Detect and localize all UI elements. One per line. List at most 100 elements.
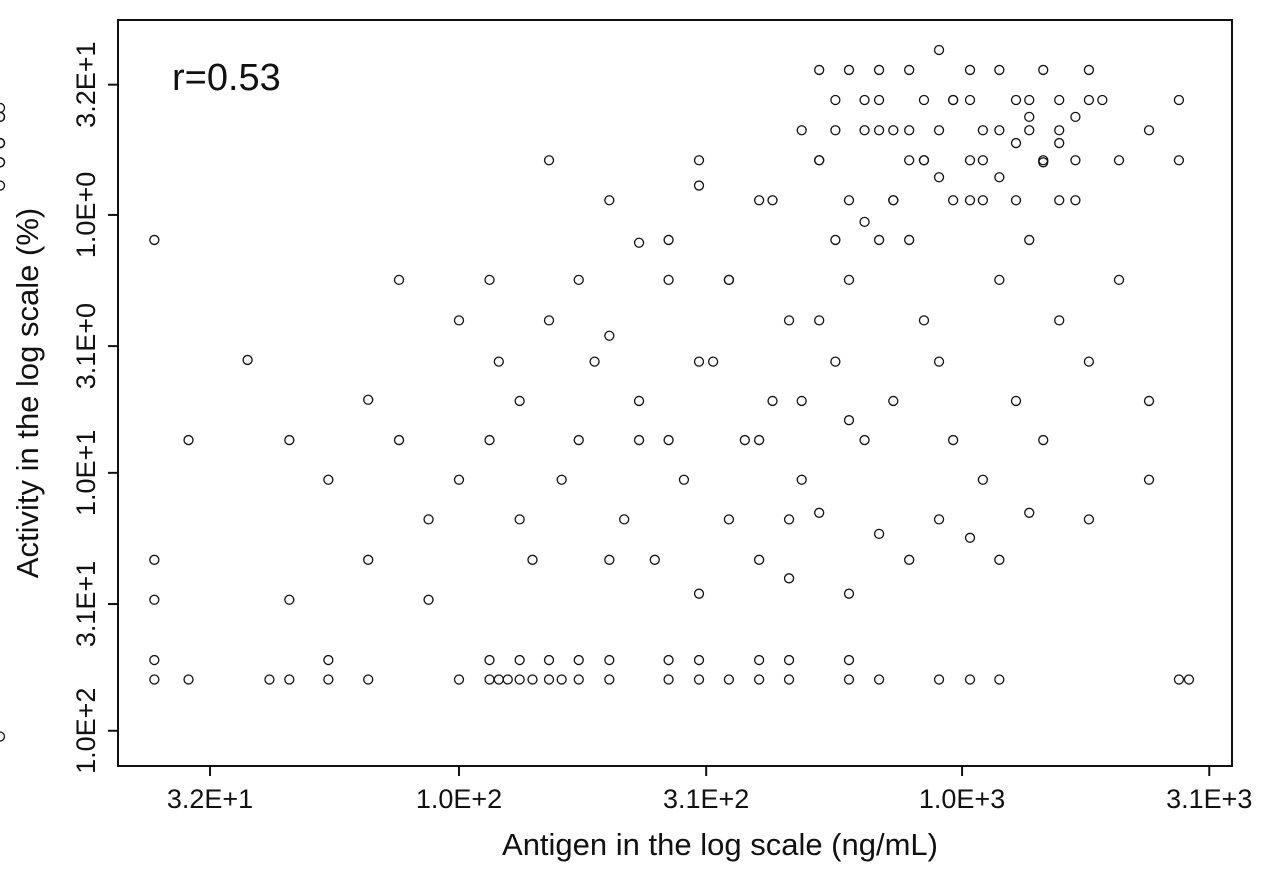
- point: [947, 94, 959, 106]
- point: [796, 395, 807, 407]
- point: [393, 274, 405, 286]
- point: [1083, 94, 1095, 106]
- y-axis-label: Activity in the log scale (%): [10, 208, 45, 578]
- point: [814, 64, 825, 76]
- point: [933, 172, 945, 183]
- point: [1054, 137, 1065, 149]
- point: [947, 434, 959, 446]
- point: [183, 434, 194, 446]
- point: [514, 395, 525, 407]
- point: [873, 64, 885, 76]
- point: [1173, 674, 1185, 685]
- point: [1054, 315, 1065, 326]
- point: [843, 415, 855, 426]
- point: [149, 554, 160, 565]
- point: [1010, 94, 1022, 106]
- point: [323, 674, 334, 685]
- point: [739, 434, 750, 446]
- y-tick-label: 1.0E+1: [71, 430, 101, 516]
- point: [423, 514, 434, 525]
- point: [933, 674, 945, 685]
- point: [493, 674, 504, 685]
- point: [1113, 155, 1125, 166]
- point: [484, 434, 495, 446]
- point: [264, 674, 275, 685]
- point: [859, 125, 870, 136]
- point: [0, 157, 6, 168]
- point: [977, 474, 989, 485]
- point: [723, 674, 735, 685]
- point: [484, 274, 495, 286]
- point: [693, 674, 705, 685]
- point: [904, 125, 915, 136]
- point: [619, 514, 630, 525]
- x-tick-label: 3.2E+1: [167, 784, 253, 814]
- annotation: r=0.53: [172, 57, 281, 99]
- point: [873, 674, 885, 685]
- point: [573, 434, 584, 446]
- point: [933, 356, 945, 367]
- point: [604, 674, 615, 685]
- point: [994, 125, 1005, 136]
- point: [556, 674, 567, 685]
- point: [904, 155, 915, 166]
- point: [604, 330, 615, 341]
- point: [633, 434, 645, 446]
- point: [514, 674, 525, 685]
- point: [830, 94, 841, 106]
- point: [1183, 674, 1195, 685]
- point: [663, 234, 674, 246]
- point: [964, 195, 976, 206]
- point: [284, 594, 295, 605]
- point: [767, 195, 778, 206]
- point: [707, 356, 719, 367]
- point: [888, 395, 899, 407]
- point: [723, 274, 735, 286]
- point: [604, 554, 615, 565]
- y-tick-label: 3.1E+1: [71, 561, 101, 647]
- point: [323, 654, 334, 666]
- point: [723, 514, 735, 525]
- point: [502, 674, 513, 685]
- point: [918, 94, 930, 106]
- point: [1054, 94, 1065, 106]
- point: [514, 654, 525, 666]
- point: [977, 155, 989, 166]
- point: [1173, 155, 1185, 166]
- point: [796, 474, 807, 485]
- point: [527, 674, 538, 685]
- point: [843, 654, 855, 666]
- point: [1038, 434, 1049, 446]
- point: [543, 674, 555, 685]
- point: [994, 554, 1005, 565]
- point: [1070, 111, 1081, 123]
- point: [796, 125, 807, 136]
- point: [859, 434, 870, 446]
- point: [888, 125, 899, 136]
- point: [1083, 64, 1095, 76]
- point: [1097, 94, 1108, 106]
- point: [964, 155, 976, 166]
- point: [543, 654, 555, 666]
- x-tick-label: 3.1E+3: [1166, 784, 1252, 814]
- point: [453, 674, 465, 685]
- point: [1038, 64, 1049, 76]
- point: [1010, 395, 1022, 407]
- y-tick-label: 3.1E+0: [71, 303, 101, 389]
- point: [663, 434, 674, 446]
- point: [814, 507, 825, 518]
- point: [363, 674, 374, 685]
- point: [904, 64, 915, 76]
- point: [493, 356, 504, 367]
- point: [1054, 195, 1065, 206]
- point: [843, 274, 855, 286]
- point: [843, 64, 855, 76]
- point: [1070, 155, 1081, 166]
- point: [543, 155, 555, 166]
- point: [1024, 234, 1035, 246]
- point: [1010, 137, 1022, 149]
- point: [1054, 125, 1065, 136]
- point: [149, 674, 160, 685]
- point: [783, 514, 795, 525]
- point: [873, 125, 885, 136]
